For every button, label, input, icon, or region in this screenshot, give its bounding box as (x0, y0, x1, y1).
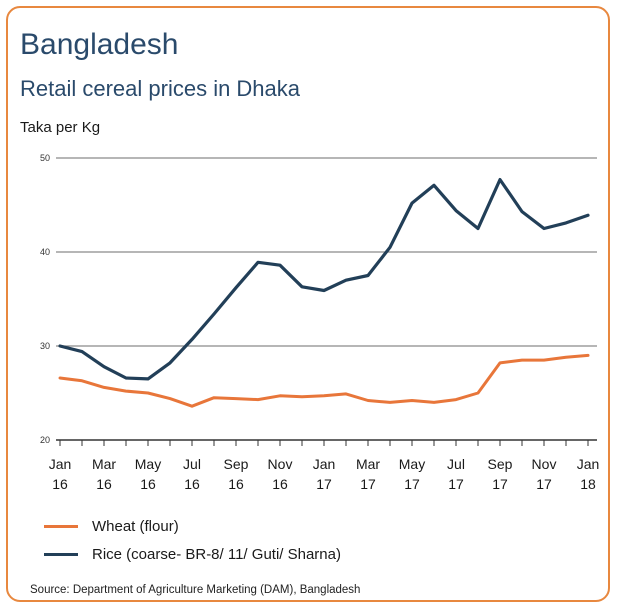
x-tick-label-month: Mar (92, 456, 116, 472)
x-tick-label-year: 17 (492, 476, 508, 492)
y-tick-label: 30 (40, 341, 50, 351)
x-tick-label-month: Jan (577, 456, 600, 472)
x-tick-label-year: 16 (96, 476, 112, 492)
y-tick-labels: 20 30 40 50 (40, 153, 50, 445)
chart-card (6, 6, 610, 602)
legend-item-rice: Rice (coarse- BR-8/ 11/ Guti/ Sharna) (44, 546, 341, 563)
x-tick-label-year: 18 (580, 476, 596, 492)
x-tick-label-month: Jan (313, 456, 336, 472)
x-tick-label-month: Sep (224, 456, 249, 472)
series-lines (58, 178, 590, 408)
x-tick-label-year: 17 (316, 476, 332, 492)
wheat-line (58, 353, 590, 408)
x-tick-label-month: Nov (268, 456, 293, 472)
gridlines (56, 157, 597, 347)
chart-title: Bangladesh (20, 28, 179, 61)
y-axis-unit-label: Taka per Kg (20, 119, 101, 136)
rice-line (58, 178, 590, 381)
legend-label-wheat: Wheat (flour) (92, 518, 179, 535)
x-axis (56, 439, 597, 446)
x-tick-label-year: 17 (536, 476, 552, 492)
y-tick-label: 20 (40, 435, 50, 445)
x-tick-label-month: Jul (183, 456, 201, 472)
chart-subtitle: Retail cereal prices in Dhaka (20, 76, 301, 101)
x-tick-label-month: Jul (447, 456, 465, 472)
x-tick-label-month: Sep (488, 456, 513, 472)
x-tick-labels: Jan 16 Mar 16 May 16 Jul 16 Sep 16 Nov 16 Jan 17 Mar 17… (49, 456, 600, 492)
x-tick-label-month: Nov (532, 456, 557, 472)
x-tick-label-year: 16 (52, 476, 68, 492)
x-tick-label-year: 17 (404, 476, 420, 492)
x-tick-label-year: 17 (360, 476, 376, 492)
source-note: Source: Department of Agriculture Market… (30, 584, 361, 596)
x-tick-label-month: May (135, 456, 161, 472)
x-tick-label-month: Jan (49, 456, 72, 472)
legend-swatch-rice (44, 553, 78, 556)
x-tick-label-year: 16 (184, 476, 200, 492)
x-tick-label-year: 16 (228, 476, 244, 492)
legend-label-rice: Rice (coarse- BR-8/ 11/ Guti/ Sharna) (92, 546, 341, 563)
x-tick-label-year: 16 (272, 476, 288, 492)
x-tick-label-year: 16 (140, 476, 156, 492)
y-tick-label: 50 (40, 153, 50, 163)
x-tick-label-month: Mar (356, 456, 380, 472)
x-tick-label-year: 17 (448, 476, 464, 492)
y-tick-label: 40 (40, 247, 50, 257)
legend-item-wheat: Wheat (flour) (44, 518, 179, 535)
x-tick-label-month: May (399, 456, 425, 472)
legend-swatch-wheat (44, 525, 78, 528)
